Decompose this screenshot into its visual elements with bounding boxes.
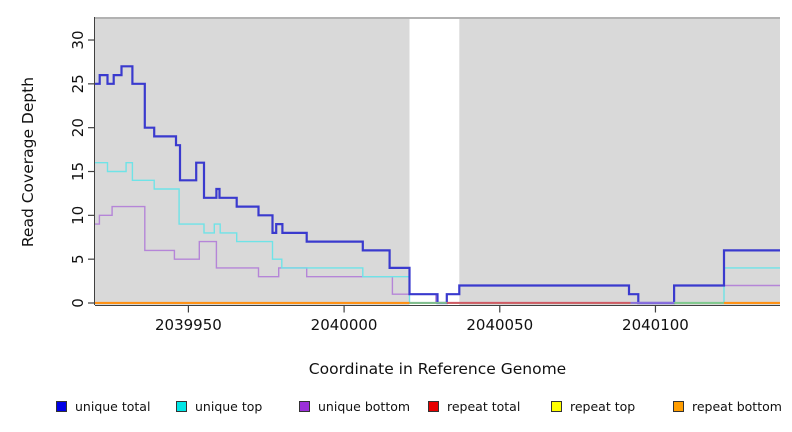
legend-label: unique top bbox=[195, 398, 263, 414]
x-tick-label: 2040100 bbox=[622, 316, 689, 334]
x-tick-label: 2039950 bbox=[155, 316, 222, 334]
legend-label: unique bottom bbox=[318, 398, 411, 414]
legend-item-unique-total: unique total bbox=[56, 398, 150, 414]
y-tick-label: 5 bbox=[69, 254, 87, 264]
legend-item-repeat-total: repeat total bbox=[428, 398, 520, 414]
legend-swatch-unique-top bbox=[176, 400, 187, 412]
y-tick-label: 0 bbox=[69, 298, 87, 308]
y-tick-label: 15 bbox=[69, 162, 87, 181]
legend-swatch-repeat-total bbox=[428, 400, 439, 412]
legend-label: repeat top bbox=[570, 398, 636, 414]
series-unique-top bbox=[95, 162, 780, 304]
x-tick-label: 2040050 bbox=[466, 316, 533, 334]
y-tick-label: 10 bbox=[69, 206, 87, 225]
coverage-gap-band bbox=[409, 19, 460, 305]
x-axis-label: Coordinate in Reference Genome bbox=[308, 360, 567, 378]
legend-item-repeat-bottom: repeat bottom bbox=[673, 398, 782, 414]
y-tick-label: 30 bbox=[69, 30, 87, 49]
y-tick-label: 25 bbox=[69, 74, 87, 93]
legend-item-repeat-top: repeat top bbox=[551, 398, 635, 414]
legend-item-unique-bottom: unique bottom bbox=[299, 398, 410, 414]
legend-swatch-unique-bottom bbox=[299, 400, 310, 412]
legend-label: unique total bbox=[75, 398, 151, 414]
x-tick-label: 2040000 bbox=[311, 316, 378, 334]
series-unique-total bbox=[95, 65, 780, 305]
legend: unique total unique top unique bottom re… bbox=[0, 398, 792, 418]
legend-swatch-repeat-top bbox=[551, 400, 562, 412]
legend-label: repeat total bbox=[447, 398, 521, 414]
legend-label: repeat bottom bbox=[692, 398, 782, 414]
y-axis-label: Read Coverage Depth bbox=[19, 76, 37, 248]
legend-swatch-repeat-bottom bbox=[673, 400, 684, 412]
y-tick-label: 20 bbox=[69, 118, 87, 137]
legend-item-unique-top: unique top bbox=[176, 398, 262, 414]
legend-swatch-unique-total bbox=[56, 400, 67, 412]
